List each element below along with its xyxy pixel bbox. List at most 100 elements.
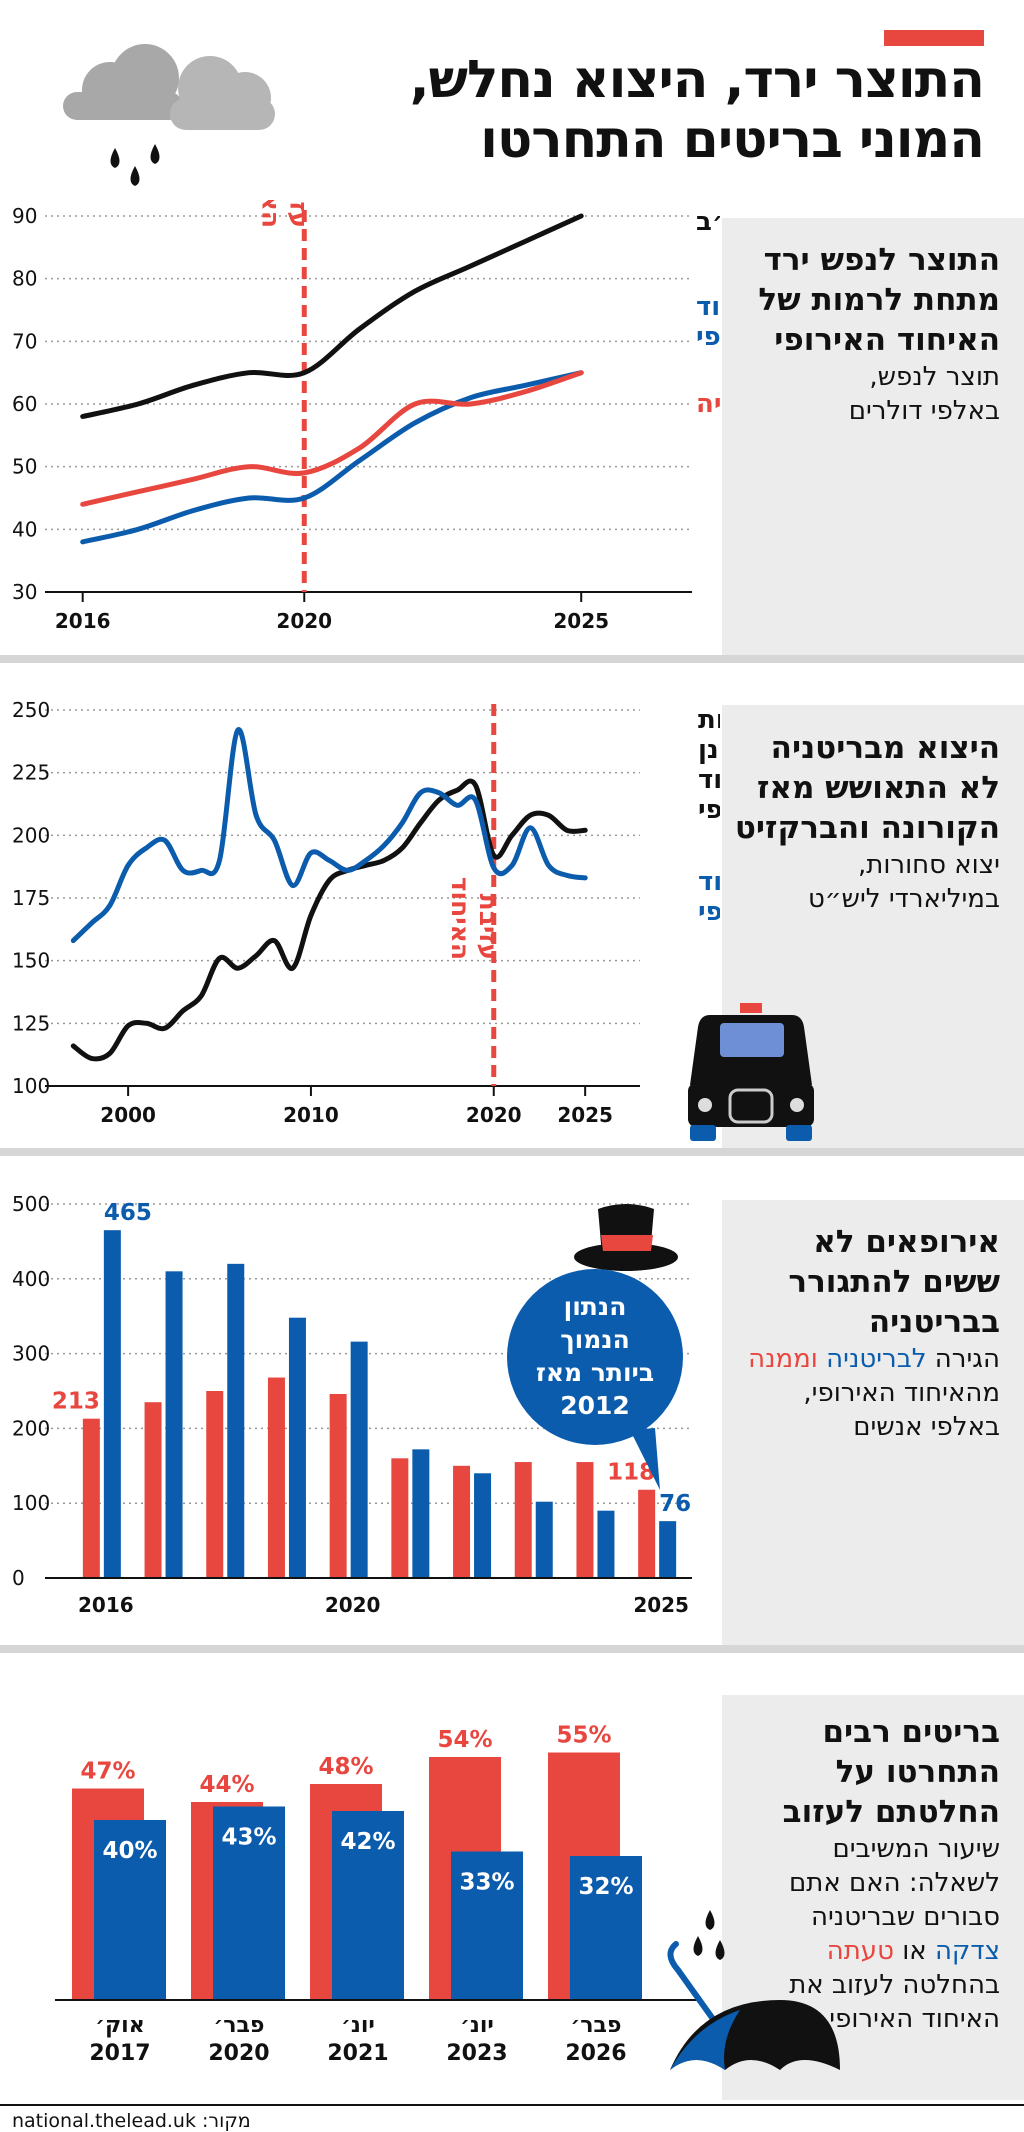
gdp-sub-2: באלפי דולרים — [848, 396, 1000, 426]
section-divider-1 — [0, 655, 1024, 663]
x-category-label: יונ׳ — [341, 2013, 375, 2038]
exports-text-block: היצוא מבריטניה לא התאושש מאז הקורונה והב… — [730, 728, 1000, 916]
london-taxi-icon — [688, 1003, 814, 1141]
bar-from-uk — [453, 1465, 471, 1578]
regret-sub-4: צדקה או טעתה — [730, 1934, 1000, 1968]
y-tick-label: 250 — [12, 698, 50, 722]
x-tick-label: 2025 — [633, 1593, 689, 1617]
x-category-label: 2017 — [89, 2041, 150, 2066]
y-tick-label: 100 — [12, 1491, 50, 1515]
regret-sub-right: צדקה — [934, 1936, 1000, 1966]
bar-to-uk — [227, 1263, 245, 1578]
gdp-title-3: האיחוד האירופי — [774, 322, 1000, 358]
speech-bubble — [507, 1269, 683, 1490]
y-tick-label: 300 — [12, 1342, 50, 1366]
bar-data-label: 76 — [659, 1491, 691, 1517]
legend-label: האיחוד — [696, 292, 720, 322]
migration-sub-2: מהאיחוד האירופי, — [803, 1378, 1000, 1408]
migration-sub-1: הגירה לבריטניה וממנה — [730, 1342, 1000, 1376]
bar-from-uk — [267, 1377, 285, 1578]
bar-data-label: 43% — [221, 1825, 276, 1851]
bar-from-uk — [576, 1462, 594, 1578]
title-line-2: המוני בריטים התחרטו — [480, 110, 985, 170]
x-category-label: פבר׳ — [214, 2013, 265, 2038]
x-category-label: 2026 — [565, 2041, 626, 2066]
y-tick-label: 400 — [12, 1267, 50, 1291]
migration-title-3: בבריטניה — [868, 1304, 1000, 1340]
x-tick-label: 2020 — [325, 1593, 381, 1617]
gdp-chart: 90807060504030201620202025עזיבתהאיחודארה… — [12, 200, 720, 633]
y-tick-label: 225 — [12, 761, 50, 785]
exports-sub-2: במיליארדי ליש״ט — [807, 884, 1000, 914]
source-credit: מקור: national.thelead.uk — [12, 2110, 251, 2132]
x-category-label: פבר׳ — [571, 2013, 622, 2038]
bar-data-label: 55% — [556, 1723, 611, 1749]
bar-data-label: 32% — [578, 1874, 633, 1900]
bar-right — [213, 1806, 285, 2000]
legend-label: אירופי — [698, 897, 720, 927]
footer-rule — [0, 2104, 1024, 2106]
bar-right — [451, 1851, 523, 2000]
brexit-event-label-line: עזיבת — [284, 200, 313, 228]
legend-label: איחוד — [698, 765, 720, 795]
bubble-text: הנתון הנמוך ביותר מאז 2012 — [515, 1290, 675, 1422]
y-tick-label: 90 — [12, 204, 37, 228]
gdp-text-block: התוצר לנפש ירד מתחת לרמות של האיחוד האיר… — [730, 240, 1000, 428]
bar-data-label: 48% — [318, 1754, 373, 1780]
bar-to-uk — [597, 1510, 615, 1578]
regret-sub-5: בהחלטה לעזוב את — [789, 1970, 1000, 2000]
x-tick-label: 2020 — [466, 1103, 522, 1127]
series-line-2 — [80, 370, 584, 507]
exports-chart: 250 225 200 175 150 125 100 2000 2010 2020 2025 עזי… — [12, 698, 720, 1127]
x-tick-label: 2025 — [553, 609, 609, 633]
y-tick-label: 70 — [12, 329, 37, 353]
legend-label: שאינן — [698, 735, 720, 765]
migration-panel — [722, 1200, 1024, 1645]
page-title: התוצר ירד, היצוא נחלש, המוני בריטים התחר… — [364, 50, 985, 170]
bar-data-label: 47% — [80, 1759, 135, 1785]
legend-label: מדינות — [698, 705, 720, 735]
y-tick-label: 50 — [12, 455, 37, 479]
bar-right — [332, 1811, 404, 2000]
brexit-event-label-line: עזיבת — [474, 894, 503, 960]
x-tick-label: 2016 — [78, 1593, 134, 1617]
bar-from-uk — [206, 1391, 224, 1578]
legend-label: ארה״ב — [696, 207, 720, 237]
bar-from-uk — [144, 1402, 162, 1578]
regret-chart: 47% 40% אוק׳ 2017 44% 43% פבר׳ 2020 48% 42% יונ׳ 20… — [55, 1723, 700, 2066]
x-tick-label: 2025 — [557, 1103, 613, 1127]
y-tick-label: 60 — [12, 392, 37, 416]
x-category-label: יונ׳ — [460, 2013, 494, 2038]
regret-sub-wrong: טעתה — [826, 1936, 894, 1966]
bar-from-uk — [391, 1458, 409, 1578]
bar-to-uk — [165, 1271, 183, 1578]
bar-to-uk — [659, 1521, 677, 1578]
brexit-event-label-line: האיחוד — [256, 200, 285, 228]
cloud-rain-icon — [63, 44, 275, 186]
y-tick-label: 125 — [12, 1011, 50, 1035]
bar-data-label: 213 — [52, 1389, 100, 1415]
y-tick-label: 200 — [12, 823, 50, 847]
bar-data-label: 42% — [340, 1829, 395, 1855]
migration-sub-from-uk: וממנה — [748, 1344, 827, 1374]
legend-label: בריטניה — [696, 389, 720, 419]
bar-data-label: 465 — [104, 1200, 152, 1226]
regret-sub-2: לשאלה: האם אתם — [789, 1868, 1000, 1898]
y-tick-label: 40 — [12, 517, 37, 541]
section-divider-3 — [0, 1645, 1024, 1653]
regret-sub-3: סבורים שבריטניה — [810, 1902, 1000, 1932]
regret-sub-or: או — [893, 1936, 935, 1966]
x-tick-label: 2020 — [276, 609, 332, 633]
y-tick-label: 0 — [12, 1566, 25, 1590]
migration-sub-prefix: הגירה — [926, 1344, 1000, 1374]
y-tick-label: 30 — [12, 580, 37, 604]
series-line-0 — [80, 213, 584, 419]
bar-data-label: 40% — [102, 1838, 157, 1864]
exports-title-1: היצוא מבריטניה — [770, 730, 1000, 766]
y-tick-label: 100 — [12, 1074, 50, 1098]
gdp-sub-1: תוצר לנפש, — [869, 362, 1000, 392]
bar-to-uk — [350, 1341, 368, 1578]
bar-to-uk — [474, 1473, 492, 1578]
